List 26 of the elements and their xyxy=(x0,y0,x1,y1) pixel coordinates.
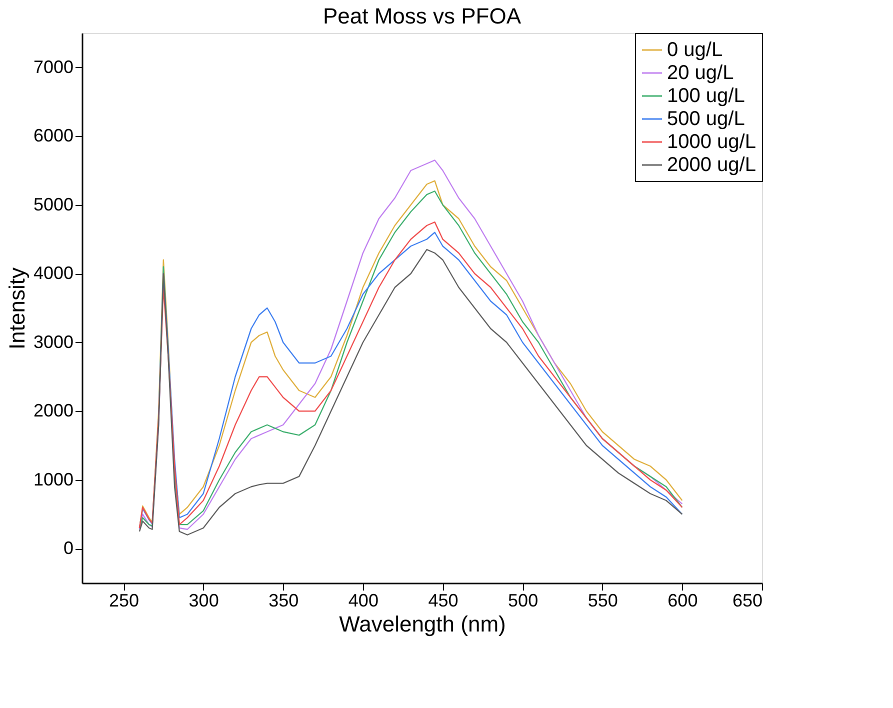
legend-label: 500 ug/L xyxy=(667,108,745,130)
chart-title: Peat Moss vs PFOA xyxy=(322,4,522,28)
x-tick-label: 550 xyxy=(588,590,618,610)
y-tick-label: 4000 xyxy=(33,263,74,284)
legend-label: 100 ug/L xyxy=(667,85,745,107)
x-tick-label: 650 xyxy=(732,590,762,610)
y-axis-title: Intensity xyxy=(4,268,30,350)
y-tick-label: 1000 xyxy=(33,469,74,490)
legend-label: 20 ug/L xyxy=(667,62,734,84)
y-tick-label: 0 xyxy=(63,538,74,558)
y-tick-label: 3000 xyxy=(33,332,74,352)
x-tick-label: 600 xyxy=(668,590,698,610)
y-tick-label: 5000 xyxy=(33,194,74,214)
x-tick-label: 500 xyxy=(508,590,538,610)
x-axis-title: Wavelength (nm) xyxy=(339,612,506,636)
x-tick-label: 400 xyxy=(348,590,378,610)
y-tick-label: 7000 xyxy=(33,56,74,77)
legend-label: 0 ug/L xyxy=(667,39,723,61)
x-tick-label: 450 xyxy=(428,590,458,610)
x-tick-label: 250 xyxy=(108,590,140,610)
x-tick-label: 350 xyxy=(268,590,299,610)
x-tick-label: 300 xyxy=(188,590,219,610)
y-tick-label: 6000 xyxy=(33,126,74,146)
legend-label: 2000 ug/L xyxy=(667,154,756,176)
legend-label: 1000 ug/L xyxy=(667,131,756,153)
y-tick-label: 2000 xyxy=(33,400,74,421)
